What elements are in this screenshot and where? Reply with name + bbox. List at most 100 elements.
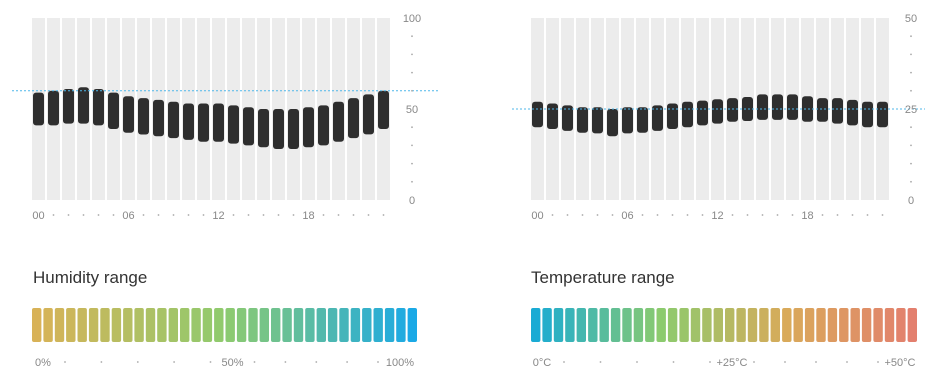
range-bar	[712, 99, 723, 124]
legend-swatch	[362, 308, 372, 342]
x-minor-tick	[791, 214, 794, 216]
range-bar	[198, 103, 209, 142]
legend-swatch	[690, 308, 701, 342]
y-minor-tick	[411, 89, 413, 92]
legend-minor-tick	[100, 361, 103, 363]
legend-swatch	[100, 308, 110, 342]
x-minor-tick	[247, 214, 250, 216]
legend-swatch	[339, 308, 349, 342]
range-bar	[168, 101, 179, 139]
legend-minor-tick	[599, 361, 602, 363]
y-minor-tick	[411, 180, 413, 183]
range-bar	[742, 97, 753, 121]
range-bar	[757, 94, 768, 120]
x-tick-label: 18	[302, 210, 314, 222]
legend-minor-tick	[315, 361, 318, 363]
range-bar	[802, 96, 813, 122]
legend-swatch	[907, 308, 917, 342]
y-minor-tick	[411, 144, 413, 147]
x-minor-tick	[671, 214, 674, 216]
temperature-range-title: Temperature range	[531, 268, 675, 287]
legend-minor-tick	[209, 361, 212, 363]
legend-swatch	[827, 308, 838, 342]
range-bar	[213, 103, 224, 142]
x-minor-tick	[881, 214, 884, 216]
legend-swatch	[884, 308, 895, 342]
x-minor-tick	[776, 214, 779, 216]
y-minor-tick	[411, 53, 413, 56]
range-bar	[228, 105, 239, 144]
legend-swatch	[180, 308, 190, 342]
legend-label: +25°C	[716, 357, 747, 369]
y-minor-tick	[910, 71, 912, 74]
x-minor-tick	[97, 214, 100, 216]
y-minor-tick	[910, 180, 912, 183]
legend-minor-tick	[253, 361, 256, 363]
legend-swatch	[43, 308, 53, 342]
x-minor-tick	[157, 214, 160, 216]
x-minor-tick	[836, 214, 839, 216]
legend-label: 100%	[386, 357, 414, 369]
range-bar	[877, 101, 888, 128]
y-minor-tick	[411, 126, 413, 129]
legend-swatch	[725, 308, 735, 342]
y-tick-label: 50	[406, 104, 418, 116]
x-tick-label: 00	[531, 210, 543, 222]
x-minor-tick	[187, 214, 190, 216]
range-bar	[787, 94, 798, 120]
x-tick-label: 00	[32, 210, 44, 222]
range-bar	[123, 96, 134, 133]
legend-minor-tick	[636, 361, 638, 363]
legend-swatch	[373, 308, 383, 342]
x-minor-tick	[352, 214, 355, 216]
legend-swatch	[202, 308, 213, 342]
y-minor-tick	[910, 144, 912, 147]
x-minor-tick	[551, 214, 554, 216]
legend-swatch	[259, 308, 269, 342]
y-minor-tick	[411, 162, 413, 165]
x-minor-tick	[112, 214, 115, 216]
legend-swatch	[407, 308, 417, 342]
legend-swatch	[350, 308, 361, 342]
legend-swatch	[282, 308, 292, 342]
range-bar	[93, 89, 104, 126]
x-minor-tick	[232, 214, 235, 216]
x-minor-tick	[656, 214, 659, 216]
range-bar	[727, 98, 738, 122]
range-bar	[63, 89, 74, 124]
legend-swatch	[839, 308, 849, 342]
legend-minor-tick	[136, 361, 139, 363]
range-bar	[562, 105, 573, 131]
legend-minor-tick	[64, 361, 66, 363]
legend-swatch	[576, 308, 586, 342]
range-bar	[108, 92, 119, 129]
legend-swatch	[66, 308, 76, 342]
range-bar	[48, 90, 59, 126]
legend-minor-tick	[709, 361, 711, 363]
x-minor-tick	[686, 214, 689, 216]
range-bar	[652, 105, 663, 131]
humidity-range-title: Humidity range	[33, 268, 148, 287]
range-bar	[333, 101, 344, 142]
legend-swatch	[850, 308, 860, 342]
legend-swatch	[145, 308, 156, 342]
range-bar	[138, 98, 149, 135]
legend-minor-tick	[846, 361, 848, 363]
y-minor-tick	[910, 162, 912, 165]
legend-swatch	[396, 308, 406, 342]
x-minor-tick	[596, 214, 599, 216]
legend-swatch	[316, 308, 326, 342]
y-tick-label: 50	[905, 13, 917, 25]
range-bar	[622, 107, 633, 134]
legend-label: +50°C	[884, 357, 915, 369]
legend-swatch	[782, 308, 792, 342]
legend-swatch	[123, 308, 133, 342]
x-tick-label: 12	[711, 210, 723, 222]
x-minor-tick	[866, 214, 869, 216]
x-minor-tick	[292, 214, 295, 216]
humidity-range-legend: 0% 50% 100%	[32, 308, 417, 369]
legend-swatch	[759, 308, 769, 342]
legend-swatch	[384, 308, 395, 342]
legend-swatch	[271, 308, 281, 342]
legend-minor-tick	[284, 361, 287, 363]
